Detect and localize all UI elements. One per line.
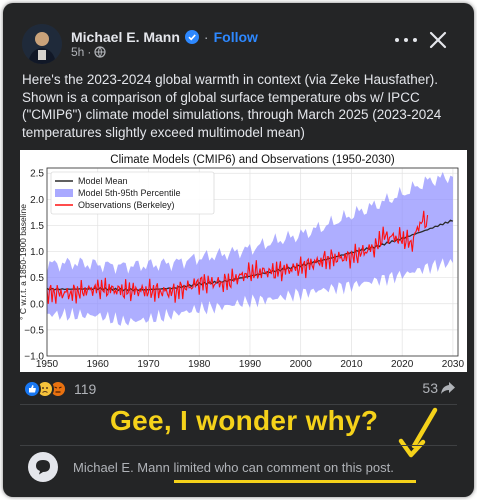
reactions-summary[interactable]: 119 [23,379,96,399]
author-name[interactable]: Michael E. Mann [71,29,180,45]
post-time[interactable]: 5h [71,45,85,59]
x-tick-label: 1990 [239,359,262,370]
x-tick-label: 2010 [340,359,363,370]
y-tick-label: 1.0 [30,247,44,258]
verified-badge-icon [184,30,199,44]
author-avatar[interactable] [22,24,62,64]
y-tick-label: 2.0 [30,195,44,206]
avatar-image [22,24,62,64]
x-tick-label: 2000 [290,359,313,370]
y-axis-label: ° C w.r.t. a 1850-1900 baseline [20,204,28,320]
y-tick-label: 0.0 [30,299,44,310]
meta-separator: · [87,45,92,59]
comment-restriction-text: Michael E. Mann limited who can comment … [73,460,394,475]
share-arrow-icon [441,382,455,394]
x-tick-label: 1950 [36,359,59,370]
more-options-icon[interactable] [395,32,417,48]
post-dialog: Michael E. Mann · Follow 5h · Here's the… [3,3,474,497]
legend-label: Observations (Berkeley) [78,200,175,210]
annotation-text: Gee, I wonder why? [110,405,379,436]
chart: 1950 1960 1970 1980 1990 2000 2010 2020 2030 −1.0… [20,154,465,370]
legend-box [50,171,215,215]
close-icon[interactable] [428,30,448,50]
y-tick-label: 1.5 [30,221,44,232]
share-summary[interactable]: 53 [422,380,456,396]
chart-title: Climate Models (CMIP6) and Observations … [110,154,395,166]
y-tick-label: 2.5 [30,169,44,180]
x-tick-label: 2020 [391,359,414,370]
follow-button[interactable]: Follow [213,29,258,45]
x-tick-label: 2030 [442,359,465,370]
speech-bubble-icon [28,452,58,482]
divider-top [20,404,457,405]
x-tick-label: 1970 [137,359,160,370]
legend-swatch [55,189,73,197]
comment-limited-text: limited who can comment on this post. [173,459,394,475]
legend-label: Model Mean [78,176,128,186]
divider-bottom [20,445,457,446]
globe-icon[interactable] [94,46,106,58]
annotation-underline [174,480,416,483]
plot-frame [46,167,459,357]
separator: · [203,29,209,45]
reaction-count: 119 [74,381,97,397]
observations-line [46,210,429,304]
post-header: Michael E. Mann · Follow 5h · [3,3,474,69]
comment-restriction-notice: Michael E. Mann limited who can comment … [28,452,394,482]
x-tick-label: 1960 [87,359,110,370]
post-text: Here's the 2023-2024 global warmth in co… [22,72,442,140]
y-tick-label: −0.5 [24,325,44,336]
x-tick-label: 1980 [188,359,211,370]
share-count: 53 [422,380,438,396]
like-reaction-icon [23,380,41,398]
legend-label: Model 5th-95th Percentile [78,188,181,198]
y-tick-label: −1.0 [24,352,44,363]
y-tick-label: 0.5 [30,273,44,284]
chart-image[interactable]: 1950 1960 1970 1980 1990 2000 2010 2020 2030 −1.0… [20,150,467,372]
comment-author: Michael E. Mann [73,459,170,475]
